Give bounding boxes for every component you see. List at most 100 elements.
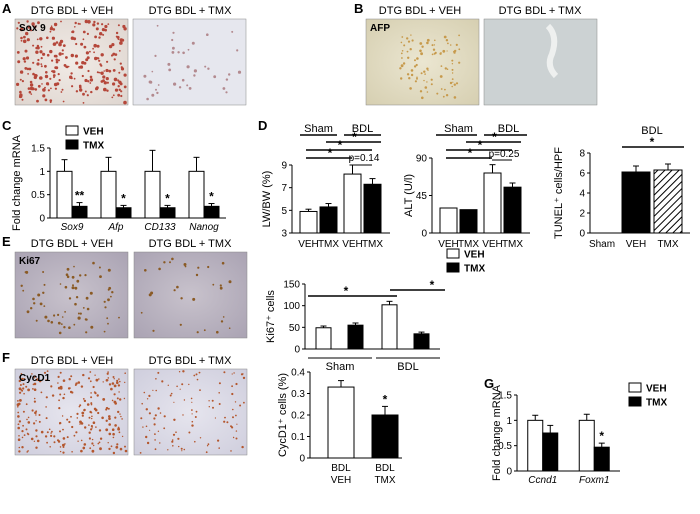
stain-dot <box>86 403 90 406</box>
stain-dot <box>55 60 59 64</box>
stain-dot <box>78 66 81 69</box>
stain-dot <box>89 447 92 450</box>
stain-dot <box>98 36 101 39</box>
y-axis-label: LW/BW (%) <box>261 171 273 228</box>
stain-dot <box>35 50 39 54</box>
stain-dot <box>117 410 120 414</box>
stain-dot <box>23 392 25 395</box>
stain-dot <box>58 42 62 47</box>
stain-dot <box>120 67 125 71</box>
stain-dot <box>49 27 53 31</box>
stain-dot <box>69 390 73 394</box>
stain-dot <box>57 59 61 62</box>
stain-dot <box>177 51 180 54</box>
stain-dot <box>83 443 87 446</box>
stain-dot <box>40 391 43 394</box>
stain-dot <box>112 451 116 455</box>
stain-dot <box>119 413 121 415</box>
stain-dot <box>159 442 161 444</box>
stain-dot <box>230 450 232 452</box>
stain-dot <box>424 73 426 75</box>
stain-dot <box>19 399 22 402</box>
stain-dot <box>63 393 66 396</box>
stain-dot <box>116 379 119 382</box>
stain-dot <box>401 50 404 52</box>
stain-dot <box>90 396 93 399</box>
stain-dot <box>33 302 36 305</box>
stain-dot <box>243 401 245 404</box>
stain-dot <box>16 82 20 86</box>
stain-dot <box>83 399 87 403</box>
stain-dot <box>93 51 95 54</box>
stain-dot <box>18 435 20 437</box>
stain-dot <box>21 80 24 83</box>
stain-dot <box>242 376 246 380</box>
stain-dot <box>17 60 21 64</box>
stain-dot <box>22 57 26 61</box>
bar-veh <box>299 210 318 234</box>
stain-dot <box>53 435 56 438</box>
x-tick-label: VEH <box>482 239 503 250</box>
stain-dot <box>176 385 178 388</box>
stain-dot <box>85 51 89 55</box>
y-tick-label: 0.5 <box>498 441 512 452</box>
stain-dot <box>57 313 60 316</box>
y-tick-label: 0.5 <box>31 190 45 201</box>
stain-dot <box>87 80 90 83</box>
stain-dot <box>59 430 61 433</box>
stain-dot <box>426 38 430 42</box>
panel-b-right-title: DTG BDL + TMX <box>499 5 582 17</box>
stain-dot <box>171 439 174 441</box>
stain-dot <box>43 305 46 307</box>
stain-dot <box>22 424 24 427</box>
stain-dot <box>118 431 121 434</box>
stain-dot <box>107 298 110 302</box>
stain-dot <box>57 73 60 76</box>
stain-dot <box>187 48 190 51</box>
stain-dot <box>42 291 45 294</box>
stain-dot <box>74 21 77 25</box>
stain-dot <box>44 86 46 89</box>
legend-label: VEH <box>646 384 667 395</box>
stain-dot <box>65 56 68 59</box>
stain-dot <box>184 265 187 268</box>
stain-dot <box>20 373 23 375</box>
stain-dot <box>408 77 411 80</box>
bar-hatched <box>653 169 683 234</box>
panel-e-stain-label: Ki67 <box>19 256 41 267</box>
stain-dot <box>99 437 103 440</box>
stain-dot <box>221 261 225 265</box>
stain-dot <box>50 385 53 388</box>
stain-dot <box>87 377 91 380</box>
stain-dot <box>98 59 101 62</box>
significance-star: * <box>328 146 333 160</box>
stain-dot <box>111 96 114 99</box>
stain-dot <box>148 394 151 397</box>
stain-dot <box>410 73 414 77</box>
stain-dot <box>36 44 40 48</box>
y-tick-label: 0 <box>506 467 512 478</box>
stain-dot <box>93 444 95 447</box>
stain-dot <box>150 291 154 295</box>
stain-dot <box>123 397 126 400</box>
stain-dot <box>183 263 187 266</box>
stain-dot <box>91 449 95 453</box>
stain-dot <box>26 418 28 421</box>
stain-dot <box>60 323 63 325</box>
group-label-bdl: BDL <box>641 125 662 137</box>
stain-dot <box>62 396 65 400</box>
stain-dot <box>218 392 220 394</box>
stain-dot <box>92 261 95 265</box>
stain-dot <box>400 41 403 44</box>
stain-dot <box>173 289 176 292</box>
bar-tmx <box>115 207 132 219</box>
stain-dot <box>58 52 62 56</box>
stain-dot <box>66 418 69 421</box>
stain-dot <box>402 62 406 65</box>
stain-dot <box>151 70 154 73</box>
bar-veh <box>327 386 355 459</box>
stain-dot <box>34 88 38 91</box>
stain-dot <box>103 70 105 72</box>
stain-dot <box>53 82 58 87</box>
stain-dot <box>90 403 93 406</box>
